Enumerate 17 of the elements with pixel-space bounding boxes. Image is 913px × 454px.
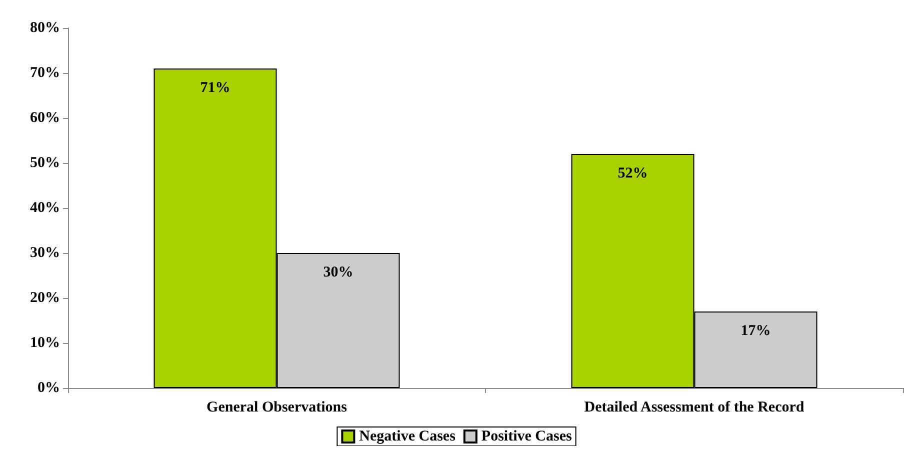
y-tick-label: 60%	[30, 110, 60, 126]
y-tick-label: 20%	[30, 290, 60, 306]
data-label: 17%	[740, 323, 771, 339]
y-tick-label: 80%	[30, 20, 60, 36]
data-label: 52%	[618, 166, 648, 182]
x-tick-label: Detailed Assessment of the Record	[584, 400, 805, 416]
x-tick-label: General Observations	[206, 400, 348, 416]
y-tick-label: 50%	[30, 155, 60, 171]
y-tick-label: 0%	[38, 380, 60, 396]
data-label: 71%	[200, 80, 230, 96]
legend-label: Negative Cases	[359, 428, 456, 444]
y-tick-label: 40%	[30, 200, 60, 216]
data-label: 30%	[323, 264, 354, 280]
y-tick-label: 70%	[30, 65, 60, 81]
y-tick-label: 10%	[30, 335, 60, 351]
y-tick-label: 30%	[30, 245, 60, 261]
legend-label: Positive Cases	[481, 428, 572, 444]
